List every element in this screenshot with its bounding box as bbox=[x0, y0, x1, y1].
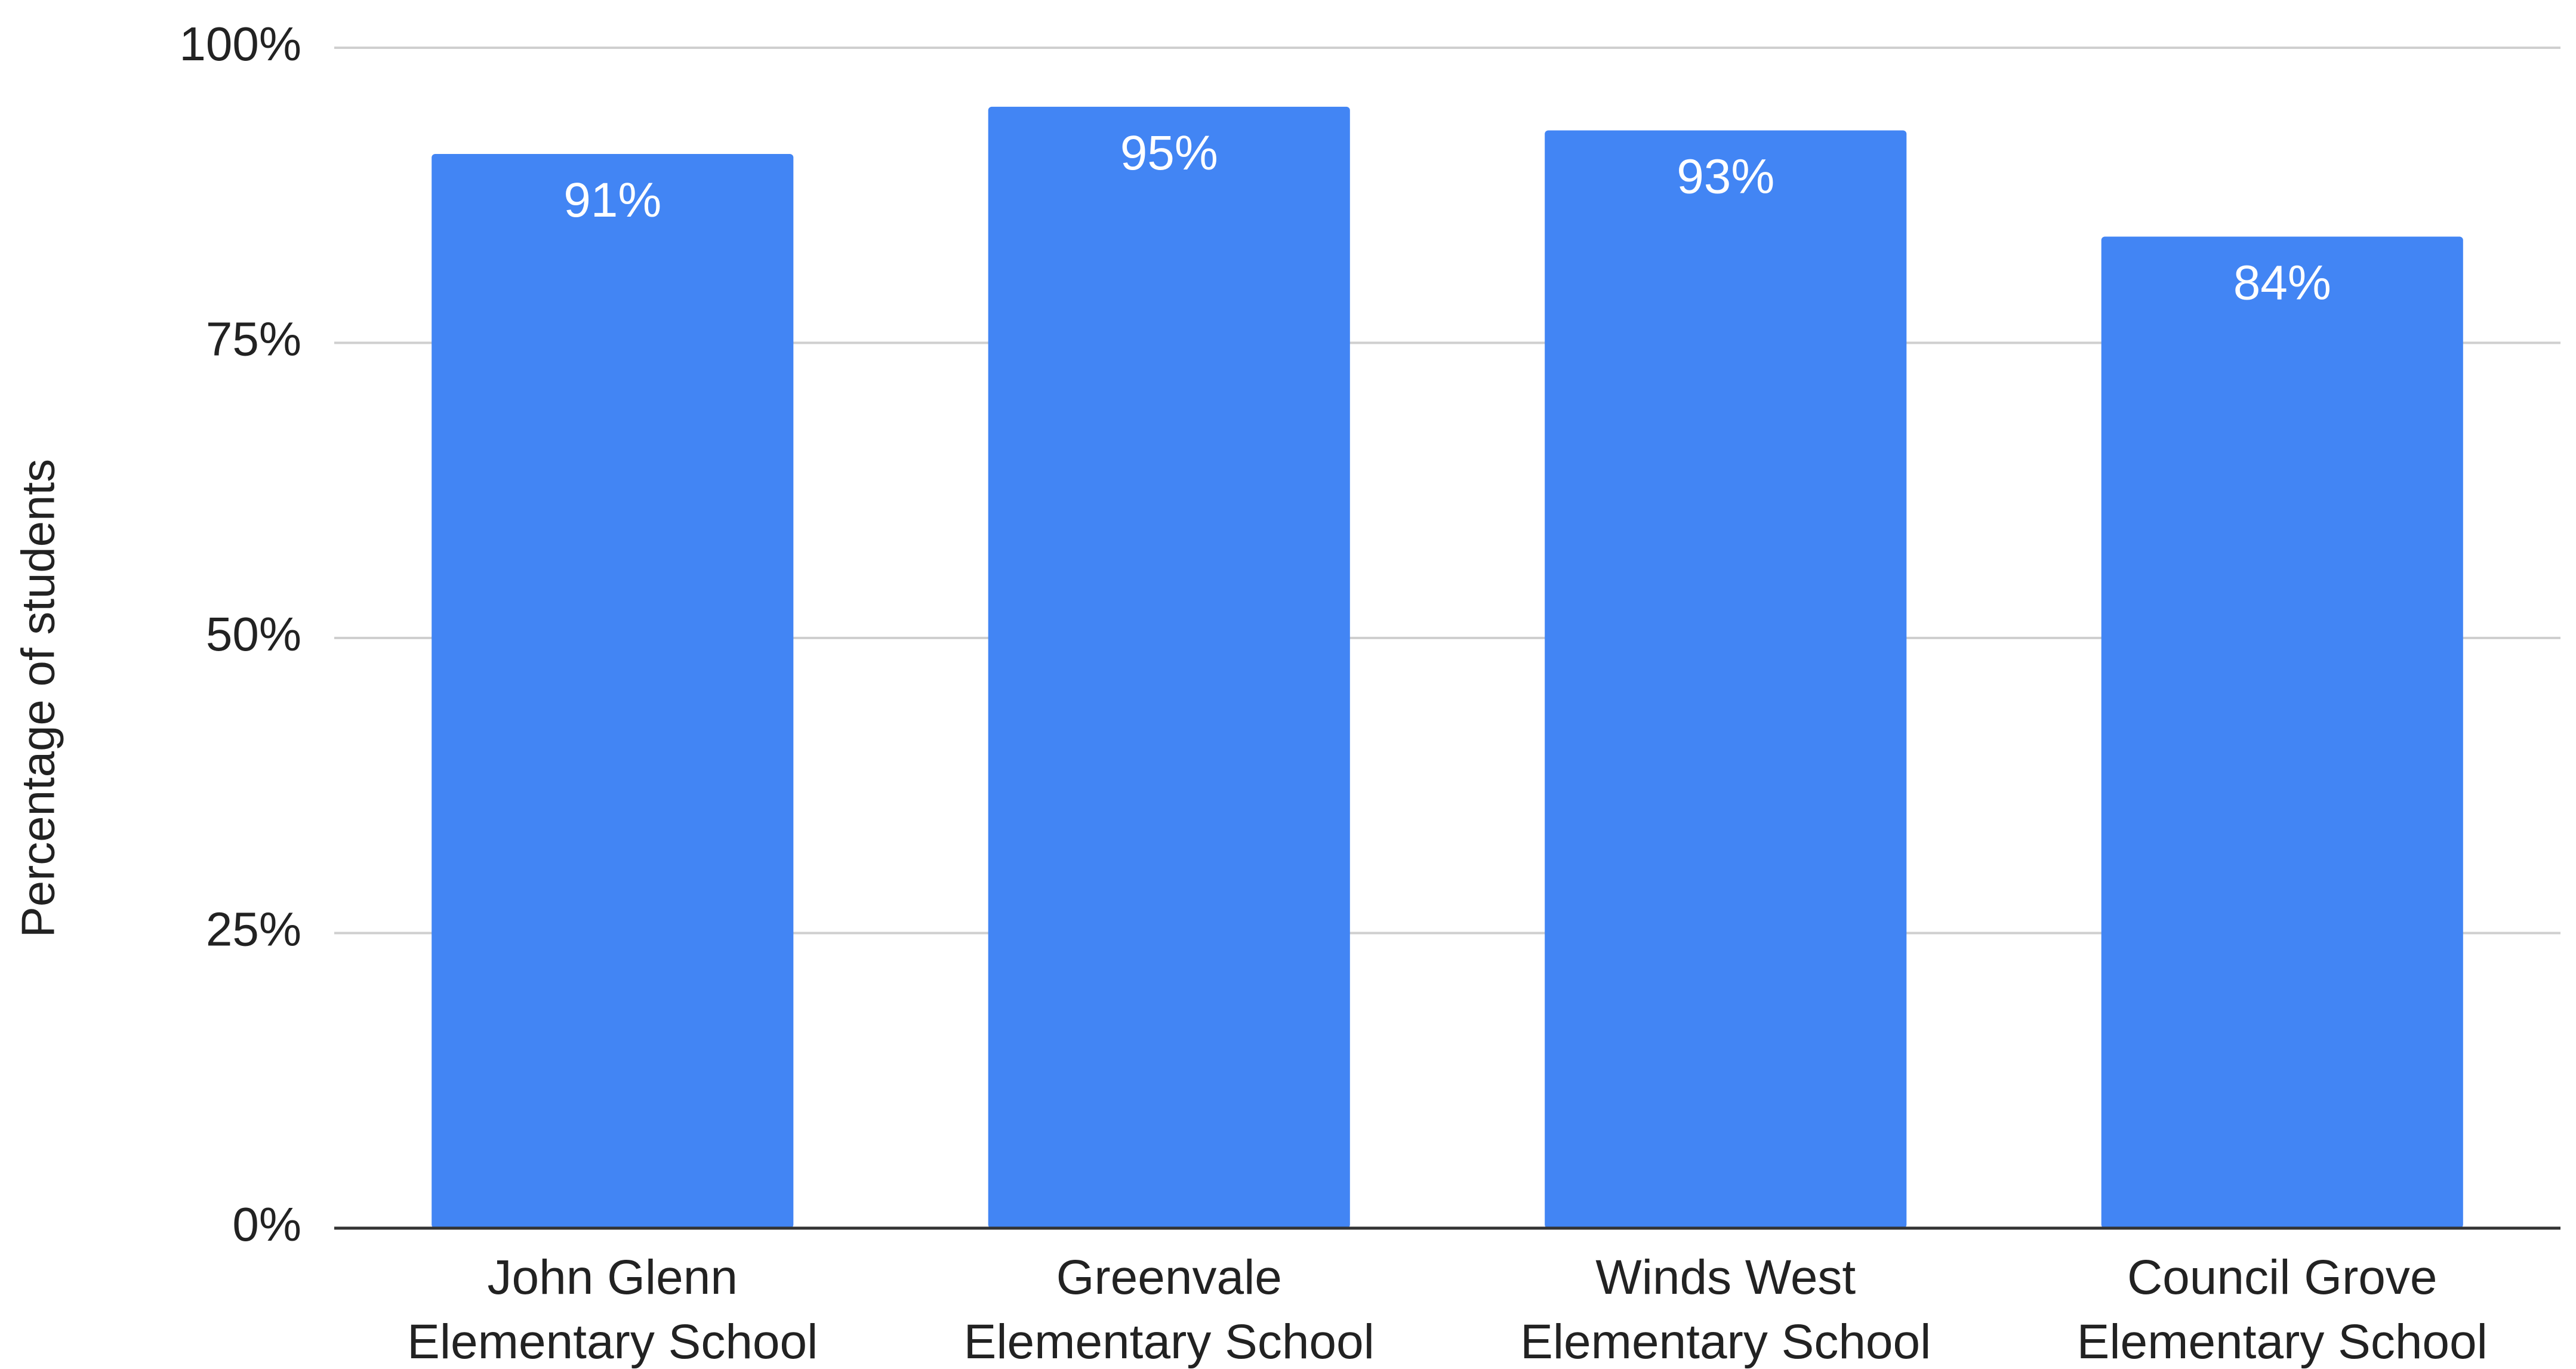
x-category-label: Council Grove bbox=[2127, 1250, 2438, 1305]
bar-data-label: 91% bbox=[563, 173, 661, 227]
x-axis-categories: John Glenn Elementary School Greenvale Elem… bbox=[407, 1250, 2488, 1369]
y-tick-label: 0% bbox=[232, 1198, 301, 1251]
bar-data-label: 95% bbox=[1120, 126, 1218, 180]
x-category-label: Elementary School bbox=[2077, 1315, 2488, 1369]
x-category-label: Elementary School bbox=[964, 1315, 1375, 1369]
y-tick-label: 100% bbox=[179, 17, 301, 70]
x-category-label: Elementary School bbox=[1520, 1315, 1931, 1369]
bar-data-label: 84% bbox=[2233, 255, 2331, 310]
bar bbox=[432, 154, 794, 1228]
x-category-label: Winds West bbox=[1595, 1250, 1856, 1305]
bar bbox=[1545, 130, 1907, 1229]
y-tick-label: 50% bbox=[206, 608, 301, 661]
bar bbox=[2101, 236, 2463, 1229]
y-tick-label: 25% bbox=[206, 903, 301, 956]
x-category-label: Greenvale bbox=[1056, 1250, 1282, 1305]
y-axis-title: Percentage of students bbox=[12, 459, 64, 938]
bar bbox=[988, 106, 1350, 1228]
data-labels: 91% 95% 93% 84% bbox=[563, 126, 2331, 310]
x-category-label: John Glenn bbox=[488, 1250, 738, 1305]
bars bbox=[432, 106, 2463, 1229]
y-tick-label: 75% bbox=[206, 313, 301, 366]
bar-data-label: 93% bbox=[1677, 149, 1774, 204]
x-category-label: Elementary School bbox=[407, 1315, 818, 1369]
y-axis-ticks: 0% 25% 50% 75% 100% bbox=[179, 17, 301, 1251]
